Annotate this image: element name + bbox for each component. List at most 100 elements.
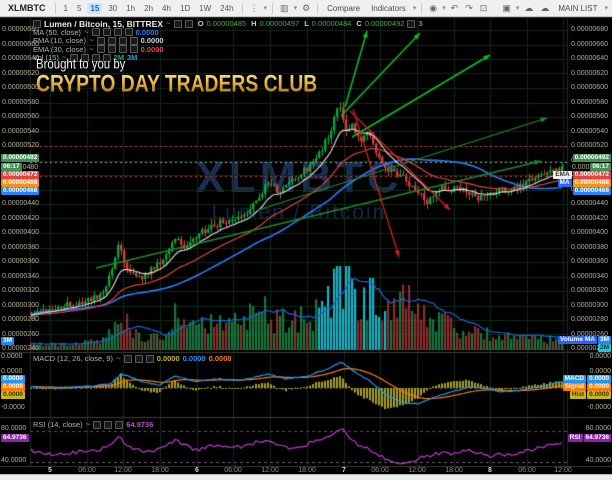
settings-icon[interactable] bbox=[134, 354, 143, 363]
axis-value-row: -0.0000 bbox=[1, 403, 141, 411]
cloud-load-icon[interactable]: ☁ bbox=[524, 2, 534, 13]
indicator-control-icon[interactable] bbox=[96, 36, 105, 45]
indicator-legend-row: EMA (30, close) ~0.0000 bbox=[33, 45, 423, 54]
axis-value-row: 0.00000468 bbox=[1, 179, 141, 187]
timeframe-1W[interactable]: 1W bbox=[199, 3, 212, 13]
price-tick-left: 0.00000320 bbox=[2, 287, 39, 294]
time-tick: 12:00 bbox=[408, 467, 426, 474]
indicator-control-icon[interactable] bbox=[96, 45, 105, 54]
axis-label: 40.0000 bbox=[585, 456, 611, 464]
menu-dots-icon[interactable]: ⋮ bbox=[249, 2, 259, 13]
pair-title: Lumen / Bitcoin, 15, BITTREX bbox=[44, 18, 164, 29]
panel-count: 3 bbox=[418, 19, 423, 28]
toolbar-left-cluster: XLMBTC 1 5 15 30 1h 2h 4h 1D 1W 24h ⋮ ▾ ▥ ▾ ⚙ Com… bbox=[4, 2, 489, 14]
close-icon[interactable] bbox=[115, 420, 124, 429]
chevron-down-icon[interactable]: ▾ bbox=[515, 5, 520, 12]
chevron-down-icon[interactable]: ▾ bbox=[442, 5, 446, 12]
axis-badge: MACD bbox=[562, 375, 587, 383]
timeframe-2h[interactable]: 2h bbox=[144, 3, 154, 13]
macd-legend: MACD (12, 26, close, 9) ~ 0.0000 0.0000 0.… bbox=[33, 354, 232, 363]
indicator-control-icon[interactable] bbox=[118, 45, 127, 54]
axis-value-row: 0.00000472 bbox=[1, 171, 141, 179]
indicator-control-icon[interactable] bbox=[124, 28, 133, 37]
axis-badge: 0.00000468 bbox=[1, 179, 40, 187]
timeframe-1D[interactable]: 1D bbox=[179, 3, 191, 13]
indicator-control-icon[interactable] bbox=[102, 53, 111, 62]
legend-tilde: ~ bbox=[116, 354, 121, 363]
axis-value-row: 40.0000 bbox=[471, 456, 611, 464]
timeframe-24h[interactable]: 24h bbox=[220, 3, 234, 13]
indicator-name: EMA (10, close) bbox=[33, 36, 86, 46]
redo-icon[interactable]: ↷ bbox=[465, 2, 473, 13]
eye-icon[interactable] bbox=[93, 420, 102, 429]
axis-value-row: 0.00000468 bbox=[471, 187, 611, 195]
axis-badge: 06:17 bbox=[1, 163, 22, 171]
gear-icon[interactable]: ⚙ bbox=[302, 2, 311, 13]
collapse-icon[interactable] bbox=[33, 19, 41, 28]
settings-icon[interactable] bbox=[184, 19, 193, 28]
compare-button[interactable]: Compare bbox=[327, 3, 361, 13]
close-icon[interactable] bbox=[145, 354, 154, 363]
axis-label: 0.000 bbox=[571, 163, 590, 171]
price-tick-right: 0.00000560 bbox=[571, 113, 608, 120]
timeframe-5[interactable]: 5 bbox=[76, 3, 82, 13]
chevron-down-icon[interactable]: ▾ bbox=[293, 5, 298, 12]
axis-value-row: 64.9736 bbox=[1, 434, 141, 442]
chevron-down-icon[interactable]: ▾ bbox=[263, 5, 268, 12]
indicator-control-icon[interactable] bbox=[129, 36, 138, 45]
axis-value-row: 0.0000 bbox=[1, 352, 141, 360]
undo-icon[interactable]: ↶ bbox=[450, 2, 459, 13]
axis-badge: 0.00000472 bbox=[1, 171, 40, 179]
indicator-control-icon[interactable] bbox=[107, 45, 116, 54]
timeframe-15[interactable]: 15 bbox=[87, 2, 103, 14]
indicator-name: MA (50, close) bbox=[33, 27, 81, 37]
timeframe-1h[interactable]: 1h bbox=[126, 3, 136, 13]
eye-icon[interactable] bbox=[123, 354, 132, 363]
time-tick: 06:00 bbox=[224, 467, 242, 474]
chart-type-icon[interactable]: ▥ bbox=[280, 2, 289, 13]
indicator-control-icon[interactable] bbox=[129, 45, 138, 54]
fullscreen-icon[interactable]: ⊡ bbox=[479, 2, 488, 13]
axis-value-row: 0.0000 bbox=[1, 367, 141, 375]
indicator-control-icon[interactable] bbox=[69, 53, 78, 62]
time-tick: 12:00 bbox=[114, 467, 132, 474]
chevron-down-icon[interactable]: ▾ bbox=[412, 5, 417, 12]
price-tick-right: 0.00000420 bbox=[571, 214, 608, 222]
price-tick-left: 0.00000560 bbox=[2, 113, 39, 120]
axis-badge: RSI bbox=[567, 434, 583, 442]
layout-icon[interactable]: ▣ bbox=[502, 2, 511, 13]
watchlist-button[interactable]: MAIN LIST bbox=[558, 3, 598, 13]
indicator-control-icon[interactable] bbox=[113, 28, 122, 37]
settings-icon[interactable] bbox=[104, 420, 113, 429]
symbol-input[interactable]: XLMBTC bbox=[8, 3, 46, 13]
axis-badge: Hist bbox=[569, 391, 587, 399]
legend-tilde: ~ bbox=[61, 53, 67, 63]
idea-bulb-icon[interactable]: ◉ bbox=[429, 2, 438, 13]
timeframe-1[interactable]: 1 bbox=[63, 3, 68, 13]
indicator-control-icon[interactable] bbox=[80, 53, 89, 62]
indicator-value: 2M bbox=[113, 53, 124, 63]
indicators-button[interactable]: Indicators bbox=[371, 3, 406, 13]
indicator-control-icon[interactable] bbox=[91, 53, 100, 62]
legend-tilde: ~ bbox=[85, 420, 91, 429]
cloud-save-icon[interactable]: ☁ bbox=[540, 2, 550, 13]
timeframe-4h[interactable]: 4h bbox=[162, 3, 171, 13]
price-tick-left: 0.00000540 bbox=[2, 127, 39, 135]
price-tick-right: 0.00000300 bbox=[571, 301, 608, 309]
indicator-control-icon[interactable] bbox=[118, 36, 127, 45]
axis-badge: MA bbox=[557, 179, 572, 187]
indicator-control-icon[interactable] bbox=[91, 28, 100, 37]
time-tick: 6 bbox=[195, 467, 199, 474]
indicator-control-icon[interactable] bbox=[102, 28, 111, 37]
axis-badge: 0.00000472 bbox=[572, 171, 611, 179]
eye-icon[interactable] bbox=[173, 19, 182, 28]
axis-value-row: 2M bbox=[471, 344, 611, 352]
panel-icon[interactable] bbox=[407, 19, 416, 28]
timeframe-30[interactable]: 30 bbox=[108, 3, 118, 13]
chevron-down-icon[interactable]: ▾ bbox=[604, 5, 608, 12]
indicator-control-icon[interactable] bbox=[107, 36, 116, 45]
indicator-legend-row: Vol (15) ~2M 3M bbox=[33, 53, 423, 63]
price-tick-left: 0.00000440 bbox=[2, 200, 39, 207]
